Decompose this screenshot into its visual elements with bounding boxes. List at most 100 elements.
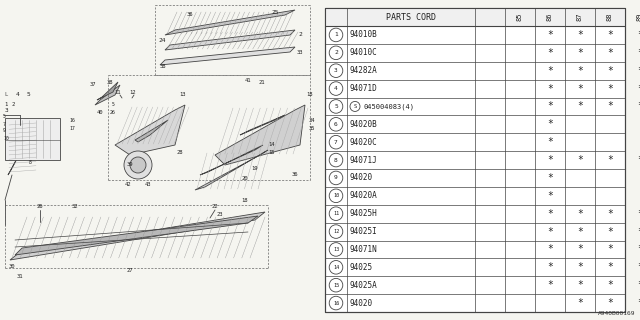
- Text: *: *: [547, 191, 553, 201]
- Circle shape: [329, 243, 343, 256]
- Text: *: *: [547, 101, 553, 111]
- Text: *: *: [577, 227, 583, 236]
- Text: 8: 8: [334, 157, 338, 163]
- Circle shape: [350, 101, 360, 111]
- Text: 18: 18: [307, 92, 313, 98]
- Text: 5: 5: [26, 92, 30, 98]
- Circle shape: [329, 82, 343, 95]
- Text: 94025H: 94025H: [350, 209, 378, 218]
- Text: 2: 2: [334, 50, 338, 55]
- Text: *: *: [577, 244, 583, 254]
- Text: A940B00169: A940B00169: [598, 311, 635, 316]
- Text: 94071J: 94071J: [350, 156, 378, 164]
- Bar: [325, 8, 625, 312]
- Text: 94020: 94020: [350, 299, 373, 308]
- Text: *: *: [547, 137, 553, 147]
- Text: *: *: [607, 262, 613, 272]
- Text: *: *: [577, 30, 583, 40]
- Text: 24: 24: [158, 37, 166, 43]
- Text: 1: 1: [4, 102, 7, 108]
- Text: *: *: [547, 30, 553, 40]
- Text: 94025A: 94025A: [350, 281, 378, 290]
- Text: 94025I: 94025I: [350, 227, 378, 236]
- Text: 17: 17: [69, 125, 75, 131]
- Text: *: *: [577, 48, 583, 58]
- Text: *: *: [607, 280, 613, 290]
- Text: 9: 9: [3, 129, 6, 133]
- Text: *: *: [637, 155, 640, 165]
- Text: 16: 16: [69, 117, 75, 123]
- Circle shape: [329, 153, 343, 167]
- Text: *: *: [547, 84, 553, 93]
- Text: *: *: [577, 66, 583, 76]
- Text: 34: 34: [308, 117, 316, 123]
- Text: *: *: [637, 209, 640, 219]
- Text: 26: 26: [36, 204, 44, 210]
- Polygon shape: [115, 105, 185, 155]
- Circle shape: [329, 171, 343, 185]
- Circle shape: [329, 117, 343, 131]
- Text: *: *: [547, 119, 553, 129]
- Text: 89: 89: [637, 13, 640, 21]
- Text: 31: 31: [17, 274, 23, 278]
- Text: 14: 14: [333, 265, 339, 270]
- Polygon shape: [215, 105, 305, 165]
- Polygon shape: [8, 120, 38, 175]
- Text: 2: 2: [12, 102, 15, 108]
- Text: 1: 1: [334, 32, 338, 37]
- Text: *: *: [637, 84, 640, 93]
- Text: 94071D: 94071D: [350, 84, 378, 93]
- Text: 40: 40: [97, 109, 103, 115]
- Text: *: *: [607, 30, 613, 40]
- Text: 41: 41: [244, 77, 252, 83]
- Text: *: *: [637, 101, 640, 111]
- Text: 10: 10: [3, 135, 9, 140]
- Text: 94020C: 94020C: [350, 138, 378, 147]
- Text: 15: 15: [333, 283, 339, 288]
- Circle shape: [329, 28, 343, 42]
- Text: 37: 37: [90, 83, 96, 87]
- Circle shape: [124, 151, 152, 179]
- Text: *: *: [637, 30, 640, 40]
- Polygon shape: [97, 82, 118, 100]
- Text: *: *: [607, 244, 613, 254]
- Text: *: *: [547, 280, 553, 290]
- Text: *: *: [547, 155, 553, 165]
- Text: *: *: [607, 66, 613, 76]
- Text: *: *: [637, 298, 640, 308]
- Polygon shape: [15, 216, 258, 255]
- Text: 27: 27: [127, 268, 133, 273]
- Text: *: *: [547, 262, 553, 272]
- Text: *: *: [637, 244, 640, 254]
- Text: 38: 38: [160, 65, 166, 69]
- Text: *: *: [577, 101, 583, 111]
- Polygon shape: [200, 145, 263, 175]
- Text: *: *: [577, 209, 583, 219]
- Text: 94020A: 94020A: [350, 191, 378, 200]
- Text: 12: 12: [333, 229, 339, 234]
- Text: 28: 28: [177, 150, 183, 156]
- Text: 25: 25: [271, 10, 279, 14]
- Text: 5: 5: [3, 115, 6, 119]
- Bar: [5, 118, 60, 160]
- Text: 6: 6: [334, 122, 338, 127]
- Text: 11: 11: [115, 90, 121, 94]
- Text: 7: 7: [3, 122, 6, 126]
- Text: *: *: [547, 66, 553, 76]
- Text: PARTS CORD: PARTS CORD: [386, 12, 436, 21]
- Bar: [325, 8, 625, 26]
- Circle shape: [329, 296, 343, 310]
- Text: *: *: [577, 262, 583, 272]
- Text: 36: 36: [292, 172, 298, 178]
- Text: *: *: [577, 280, 583, 290]
- Text: *: *: [607, 155, 613, 165]
- Polygon shape: [10, 212, 265, 260]
- Text: *: *: [637, 66, 640, 76]
- Text: 36: 36: [187, 12, 193, 18]
- Polygon shape: [160, 47, 295, 65]
- Text: 23: 23: [217, 212, 223, 218]
- Text: 33: 33: [297, 50, 303, 54]
- Text: *: *: [547, 48, 553, 58]
- Text: *: *: [547, 244, 553, 254]
- Text: 87: 87: [577, 13, 583, 21]
